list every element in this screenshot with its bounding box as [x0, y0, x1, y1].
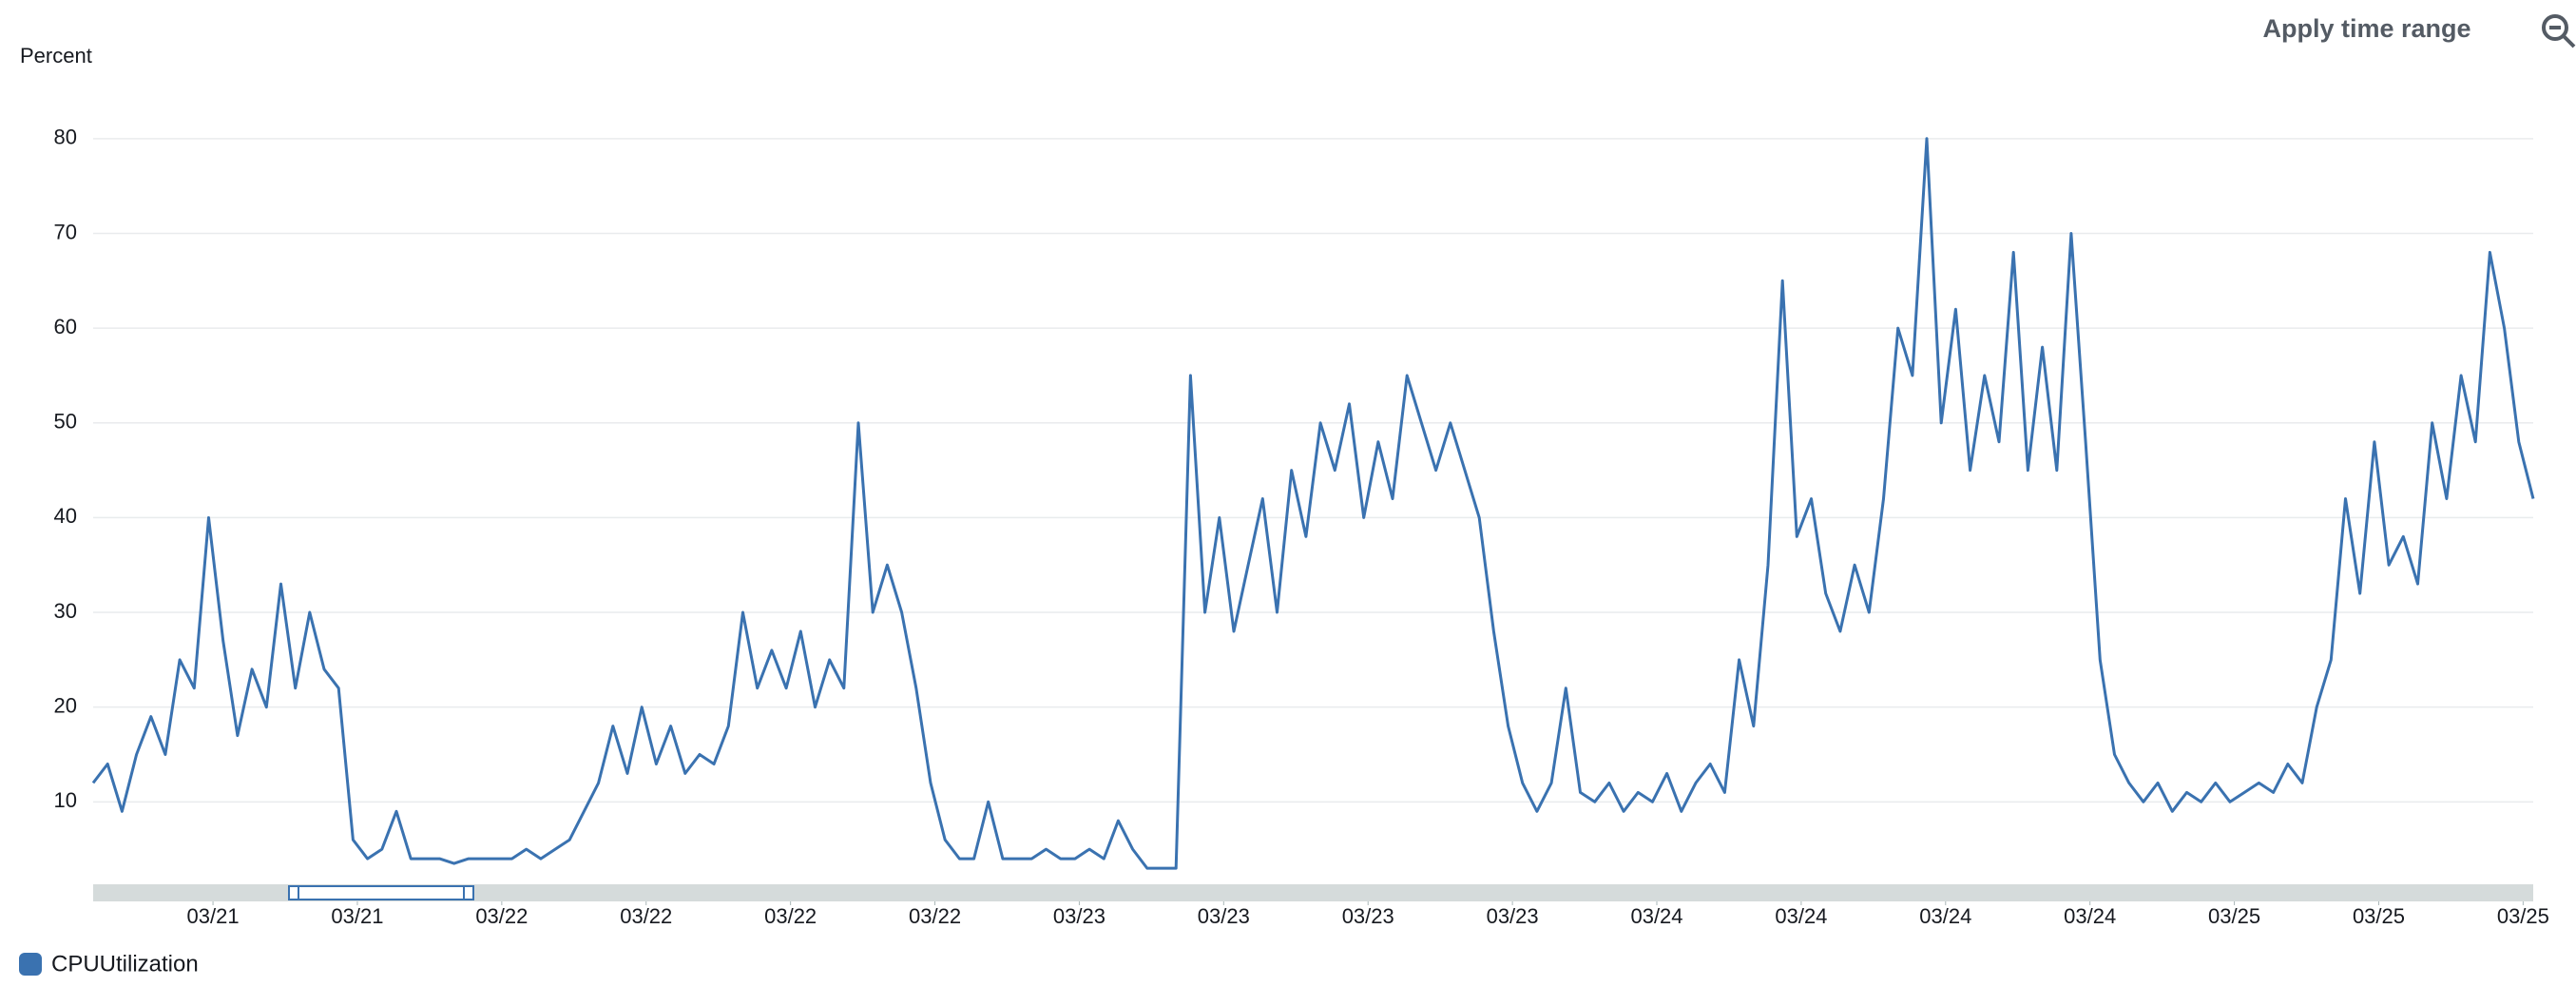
- apply-time-range[interactable]: Apply time range: [2262, 14, 2470, 43]
- x-tick-label: 03/24: [1775, 904, 1827, 928]
- x-tick-label: 03/23: [1487, 904, 1539, 928]
- legend-swatch[interactable]: [19, 953, 42, 976]
- scrollbar-handle[interactable]: [288, 885, 299, 900]
- y-tick-label: 10: [54, 788, 77, 812]
- x-tick-label: 03/24: [1630, 904, 1682, 928]
- x-tick-label: 03/23: [1198, 904, 1250, 928]
- y-tick-label: 30: [54, 599, 77, 623]
- scrollbar-handle[interactable]: [463, 885, 474, 900]
- y-tick-label: 20: [54, 693, 77, 717]
- x-tick-label: 03/24: [1919, 904, 1971, 928]
- zoom-icon[interactable]: [2542, 14, 2576, 48]
- x-tick-label: 03/24: [2064, 904, 2116, 928]
- x-tick-label: 03/25: [2353, 904, 2405, 928]
- y-tick-label: 50: [54, 410, 77, 434]
- x-tick-label: 03/22: [909, 904, 961, 928]
- x-tick-label: 03/22: [764, 904, 817, 928]
- x-tick-label: 03/22: [475, 904, 528, 928]
- x-tick-label: 03/23: [1053, 904, 1105, 928]
- y-axis-label: Percent: [20, 44, 92, 68]
- x-tick-label: 03/25: [2497, 904, 2549, 928]
- y-tick-label: 70: [54, 220, 77, 243]
- x-tick-label: 03/25: [2208, 904, 2260, 928]
- data-line: [91, 137, 2535, 870]
- x-tick-label: 03/21: [331, 904, 383, 928]
- y-tick-label: 80: [54, 126, 77, 149]
- x-tick-label: 03/21: [187, 904, 240, 928]
- x-tick-label: 03/22: [620, 904, 672, 928]
- scrollbar-thumb[interactable]: [288, 885, 474, 900]
- scrollbar-track: [93, 884, 2533, 901]
- y-tick-label: 60: [54, 315, 77, 339]
- y-tick-label: 40: [54, 504, 77, 528]
- x-tick-label: 03/23: [1342, 904, 1394, 928]
- legend-label[interactable]: CPUUtilization: [51, 951, 199, 977]
